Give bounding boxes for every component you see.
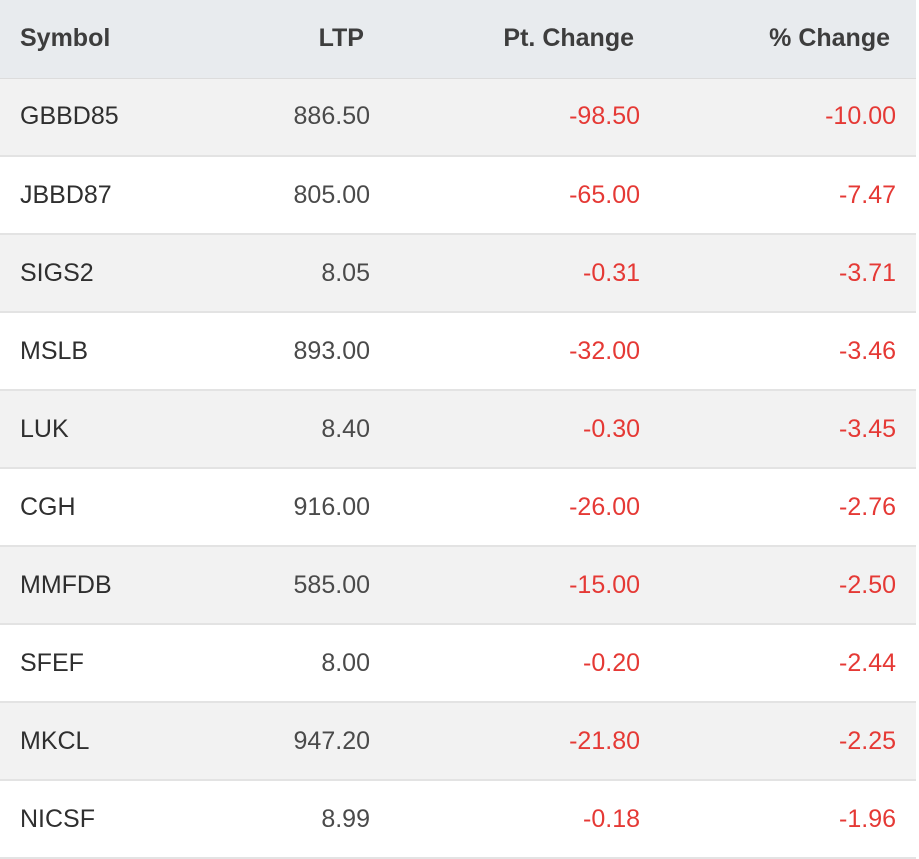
header-row: Symbol LTP Pt. Change % Change [0, 0, 916, 79]
table-row[interactable]: CGH 916.00 -26.00 -2.76 [0, 468, 916, 546]
cell-pct-change: -3.71 [839, 258, 896, 287]
cell-pct-change: -7.47 [839, 180, 896, 209]
cell-ltp: 893.00 [293, 336, 370, 365]
cell-pct-change: -1.96 [839, 804, 896, 833]
cell-pt-change: -26.00 [569, 492, 640, 521]
cell-symbol[interactable]: LUK [20, 414, 69, 443]
cell-ltp: 916.00 [293, 492, 370, 521]
table-header: Symbol LTP Pt. Change % Change [0, 0, 916, 79]
cell-pct-change: -3.46 [839, 336, 896, 365]
cell-symbol[interactable]: NICSF [20, 804, 95, 833]
header-pct-change[interactable]: % Change [660, 0, 916, 79]
cell-pt-change: -32.00 [569, 336, 640, 365]
table-row[interactable]: MKCL 947.20 -21.80 -2.25 [0, 702, 916, 780]
cell-pt-change: -15.00 [569, 570, 640, 599]
cell-pct-change: -3.45 [839, 414, 896, 443]
table-row[interactable]: MSLB 893.00 -32.00 -3.46 [0, 312, 916, 390]
cell-ltp: 8.00 [321, 648, 370, 677]
cell-pct-change: -2.44 [839, 648, 896, 677]
cell-ltp: 886.50 [293, 102, 370, 131]
cell-pt-change: -0.20 [583, 648, 640, 677]
cell-symbol[interactable]: MKCL [20, 726, 90, 755]
cell-symbol[interactable]: JBBD87 [20, 180, 112, 209]
table-row[interactable]: MMFDB 585.00 -15.00 -2.50 [0, 546, 916, 624]
table-row[interactable]: JBBD87 805.00 -65.00 -7.47 [0, 156, 916, 234]
cell-pt-change: -21.80 [569, 726, 640, 755]
table-row[interactable]: LUK 8.40 -0.30 -3.45 [0, 390, 916, 468]
cell-pct-change: -10.00 [825, 102, 896, 131]
cell-symbol[interactable]: SFEF [20, 648, 84, 677]
header-pt-change[interactable]: Pt. Change [390, 0, 660, 79]
cell-symbol[interactable]: CGH [20, 492, 76, 521]
cell-ltp: 8.05 [321, 258, 370, 287]
table-body: GBBD85 886.50 -98.50 -10.00 JBBD87 805.0… [0, 78, 916, 858]
cell-symbol[interactable]: MSLB [20, 336, 89, 365]
cell-ltp: 585.00 [293, 570, 370, 599]
table-row[interactable]: SFEF 8.00 -0.20 -2.44 [0, 624, 916, 702]
cell-ltp: 947.20 [293, 726, 370, 755]
cell-pct-change: -2.76 [839, 492, 896, 521]
table-row[interactable]: NICSF 8.99 -0.18 -1.96 [0, 780, 916, 858]
header-symbol[interactable]: Symbol [0, 0, 200, 79]
cell-symbol[interactable]: SIGS2 [20, 258, 94, 287]
cell-pt-change: -0.30 [583, 414, 640, 443]
cell-symbol[interactable]: MMFDB [20, 570, 112, 599]
cell-pt-change: -65.00 [569, 180, 640, 209]
cell-ltp: 805.00 [293, 180, 370, 209]
cell-pt-change: -0.18 [583, 804, 640, 833]
cell-ltp: 8.99 [321, 804, 370, 833]
cell-pt-change: -98.50 [569, 102, 640, 131]
table-row[interactable]: GBBD85 886.50 -98.50 -10.00 [0, 78, 916, 156]
table-row[interactable]: SIGS2 8.05 -0.31 -3.71 [0, 234, 916, 312]
cell-pt-change: -0.31 [583, 258, 640, 287]
cell-pct-change: -2.25 [839, 726, 896, 755]
cell-symbol[interactable]: GBBD85 [20, 102, 119, 131]
cell-pct-change: -2.50 [839, 570, 896, 599]
header-ltp[interactable]: LTP [200, 0, 390, 79]
cell-ltp: 8.40 [321, 414, 370, 443]
